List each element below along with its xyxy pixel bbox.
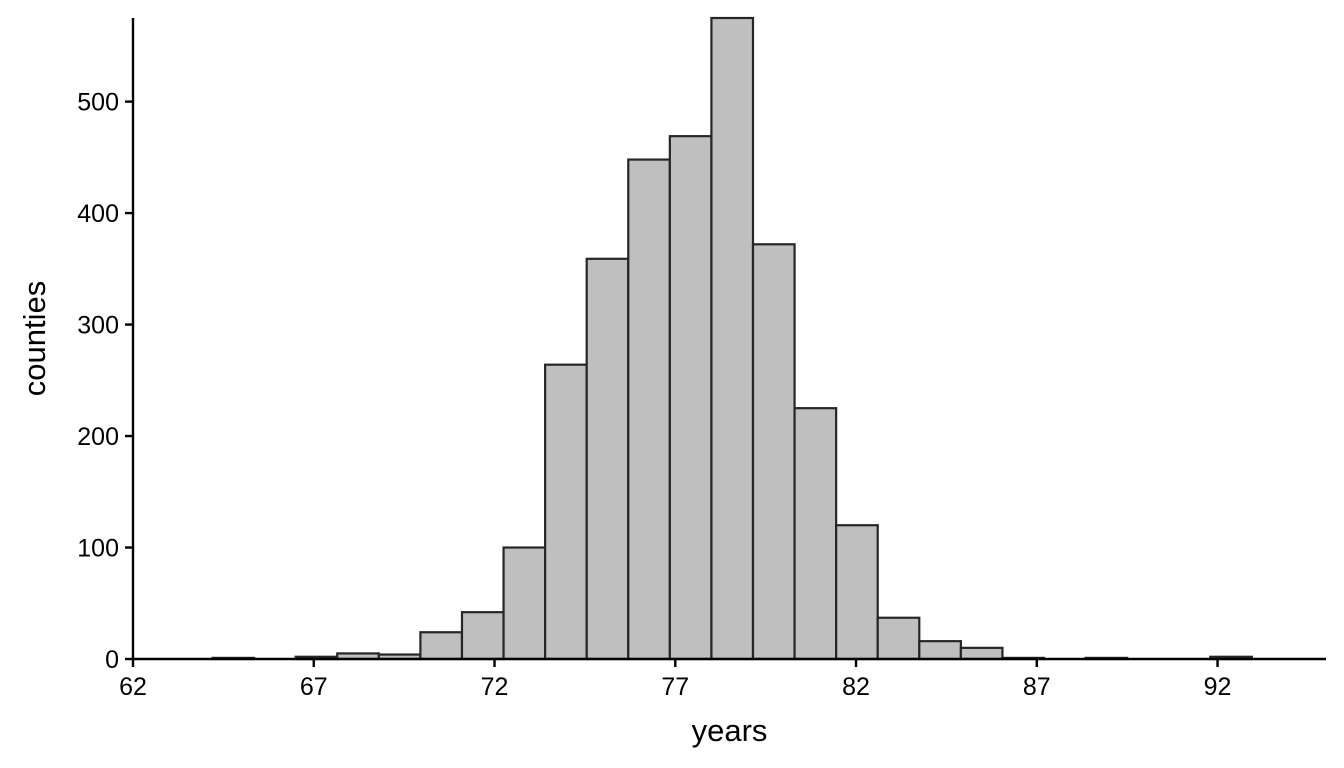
histogram-bar bbox=[751, 243, 796, 661]
histogram-bar bbox=[419, 631, 464, 661]
y-tick-label: 500 bbox=[77, 89, 119, 117]
histogram-bar bbox=[544, 363, 588, 661]
histogram-bars bbox=[211, 16, 1253, 661]
y-tick-label: 300 bbox=[77, 312, 119, 340]
histogram-bar bbox=[585, 257, 630, 661]
x-axis-ticks: 62 67 72 77 82 87 92 bbox=[119, 659, 1231, 701]
histogram-bar bbox=[460, 611, 505, 661]
y-axis-title: counties bbox=[17, 281, 52, 396]
histogram-bar bbox=[710, 16, 755, 661]
x-tick-label: 62 bbox=[119, 673, 147, 701]
x-tick-label: 92 bbox=[1204, 673, 1232, 701]
histogram-bar bbox=[627, 158, 671, 661]
x-tick-label: 82 bbox=[842, 673, 870, 701]
histogram-bar bbox=[876, 616, 921, 661]
y-tick-label: 400 bbox=[77, 200, 119, 228]
histogram-bar bbox=[502, 546, 547, 661]
histogram-bar bbox=[668, 135, 713, 661]
y-tick-label: 200 bbox=[77, 423, 119, 451]
histogram-bar bbox=[959, 646, 1004, 661]
histogram-bar bbox=[918, 640, 962, 661]
x-tick-label: 67 bbox=[300, 673, 328, 701]
histogram-bar bbox=[793, 407, 838, 661]
y-axis-ticks: 0 100 200 300 400 500 bbox=[77, 89, 133, 674]
y-tick-label: 0 bbox=[105, 646, 119, 674]
x-tick-label: 77 bbox=[661, 673, 689, 701]
x-tick-label: 72 bbox=[481, 673, 509, 701]
histogram-bar bbox=[835, 524, 879, 661]
y-tick-label: 100 bbox=[77, 535, 119, 563]
x-tick-label: 87 bbox=[1023, 673, 1051, 701]
x-axis-title: years bbox=[692, 713, 768, 748]
